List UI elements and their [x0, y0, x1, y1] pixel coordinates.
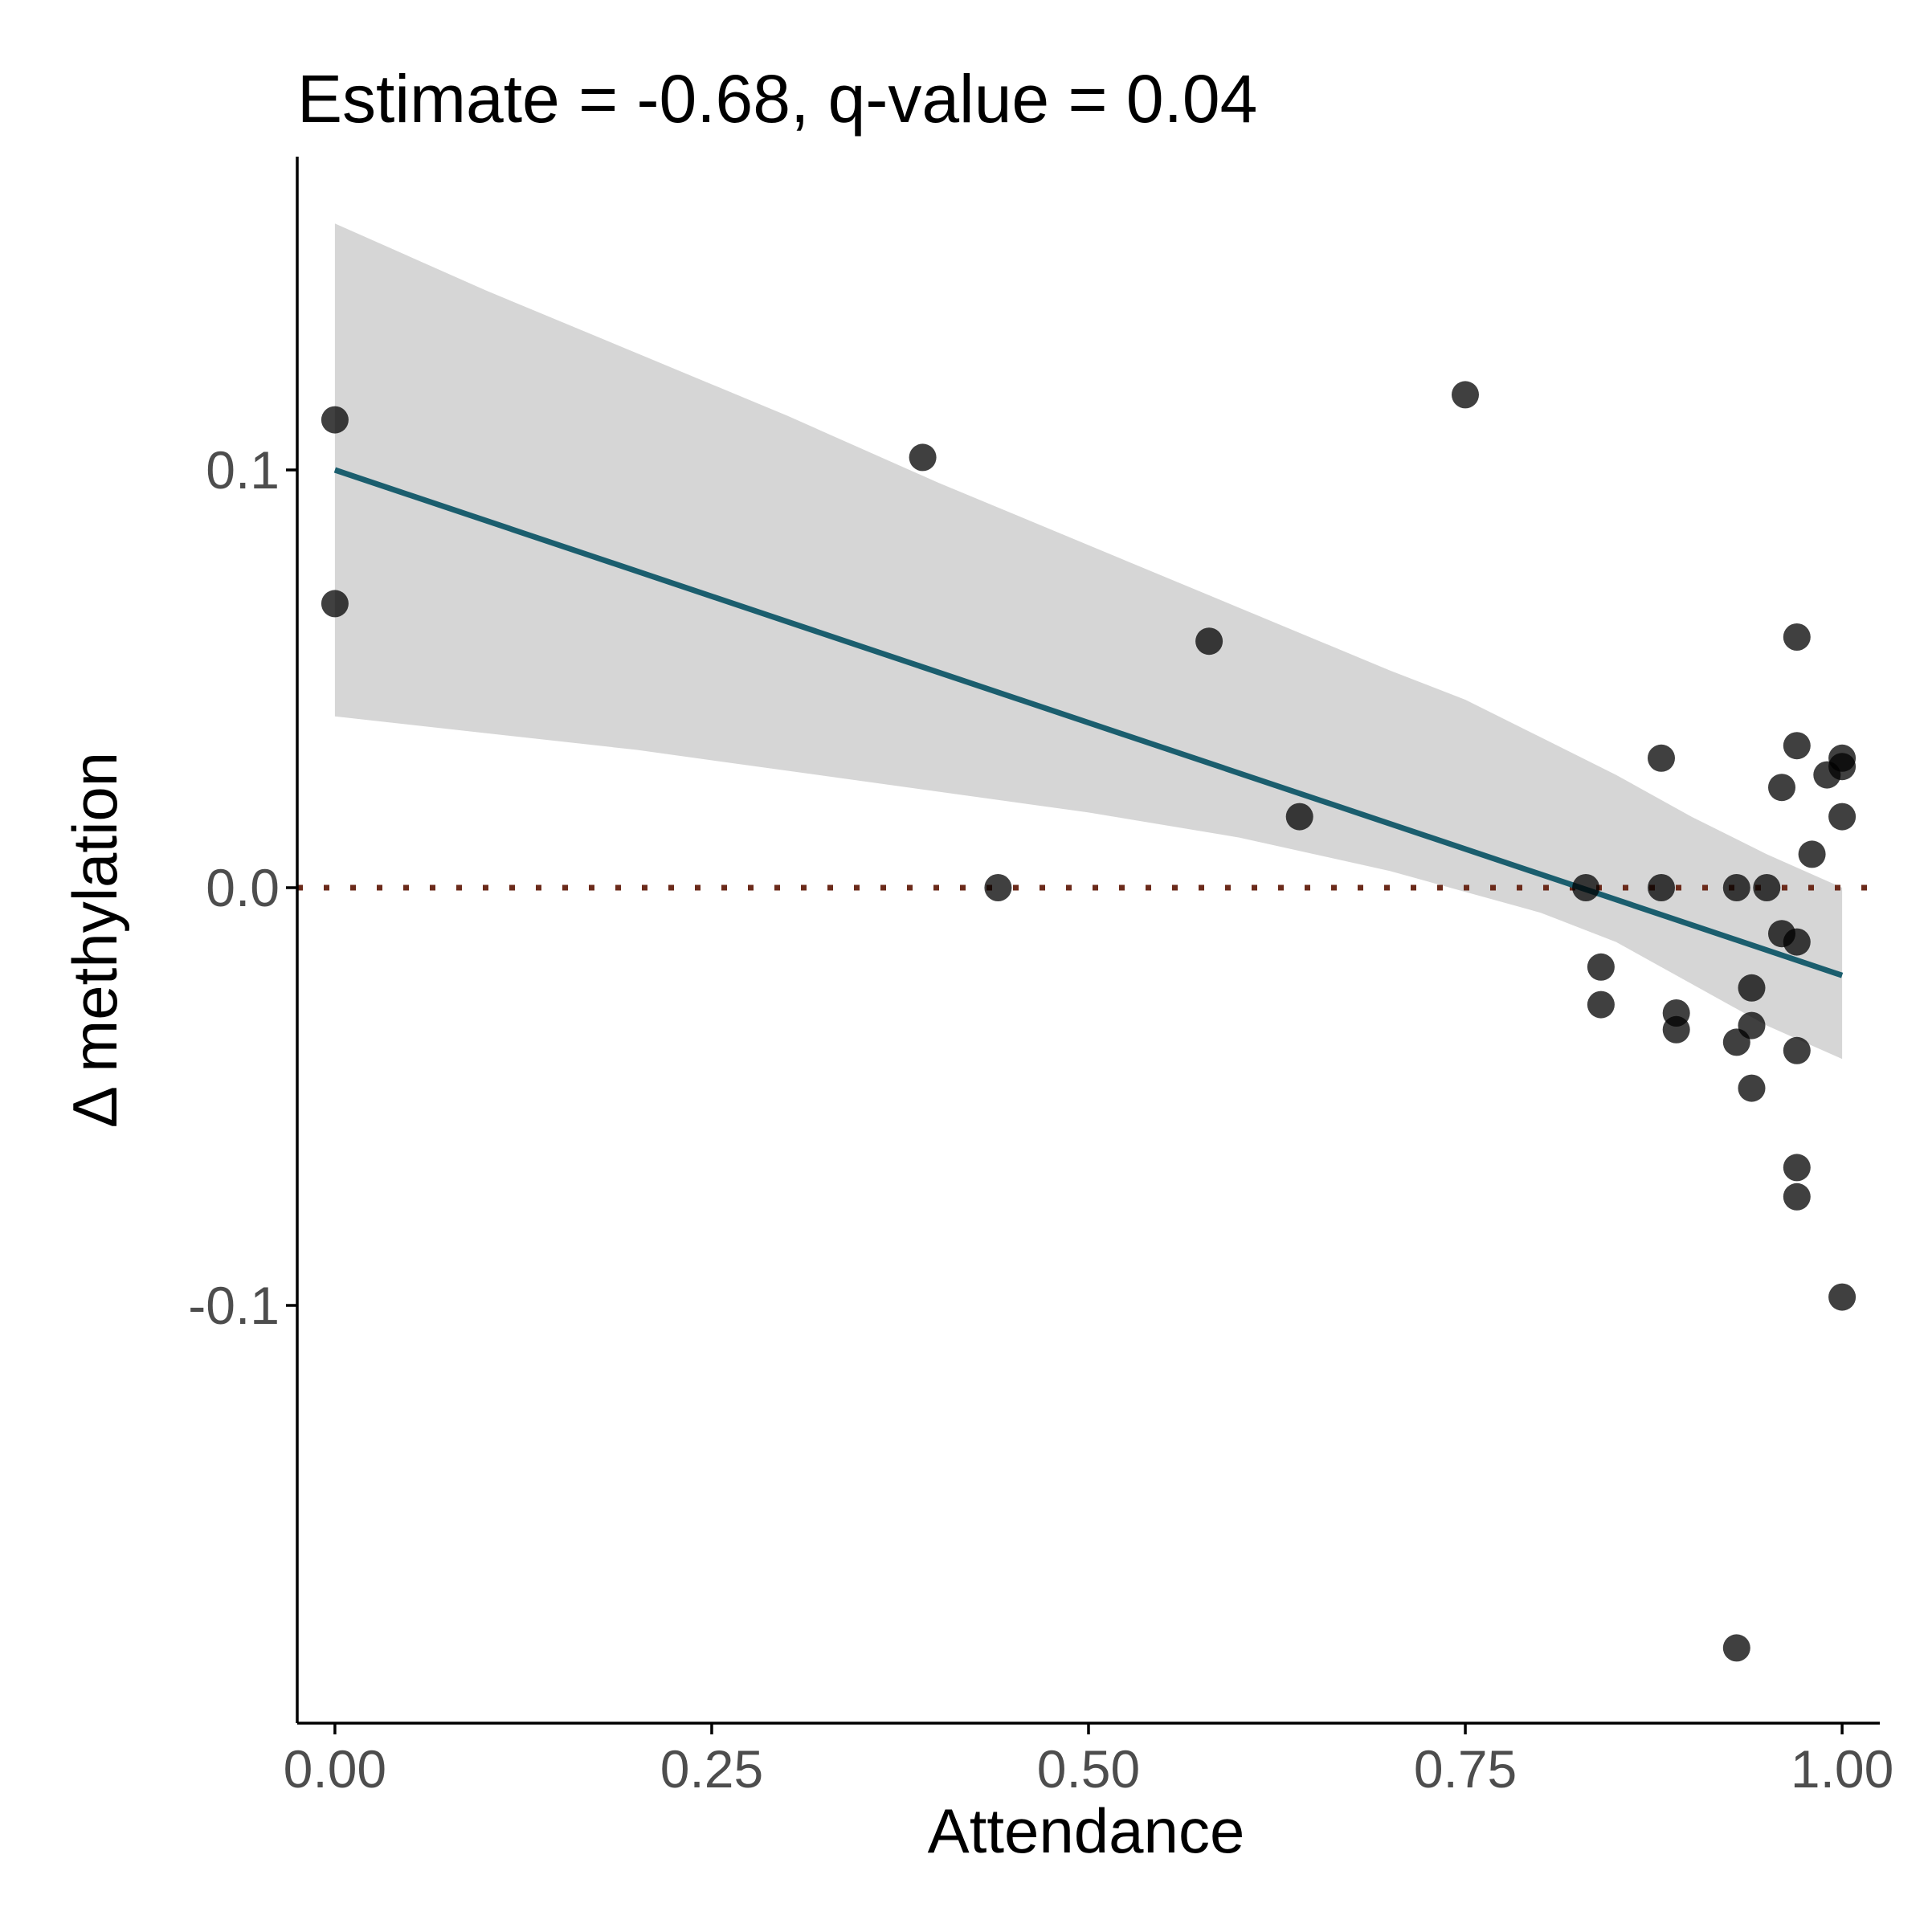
x-tick-label-4: 1.00 [1791, 1739, 1893, 1799]
data-point-1 [321, 590, 349, 618]
data-point-27 [1783, 1154, 1811, 1182]
x-tick-label-0: 0.00 [284, 1739, 386, 1799]
data-point-21 [1768, 774, 1795, 802]
data-point-5 [1285, 803, 1313, 831]
chart-title: Estimate = -0.68, q-value = 0.04 [297, 61, 1257, 137]
data-point-8 [1587, 953, 1615, 981]
data-point-11 [1648, 874, 1675, 901]
x-tick-label-1: 0.25 [660, 1739, 763, 1799]
data-point-10 [1648, 744, 1675, 772]
data-point-32 [1828, 753, 1857, 781]
data-point-4 [1195, 627, 1223, 656]
confidence-band [334, 223, 1843, 1060]
data-point-34 [1828, 1283, 1857, 1311]
data-point-0 [321, 406, 349, 434]
x-axis-title: Attendance [928, 1795, 1245, 1866]
plot-area: 0.00 0.25 0.50 0.75 1.00 0.1 0.0 -0.1 [188, 157, 1893, 1799]
data-point-19 [1738, 1074, 1766, 1102]
y-axis-title: Δ methylation [59, 752, 130, 1128]
data-point-17 [1738, 974, 1766, 1002]
data-point-28 [1783, 1182, 1811, 1211]
y-tick-label-1: 0.0 [206, 858, 280, 917]
data-point-16 [1722, 1634, 1750, 1662]
data-point-13 [1662, 1015, 1690, 1044]
data-point-33 [1828, 803, 1857, 831]
x-tick-label-3: 0.75 [1414, 1739, 1517, 1799]
data-point-23 [1783, 623, 1811, 651]
x-tick-label-2: 0.50 [1037, 1739, 1140, 1799]
data-point-2 [909, 443, 937, 472]
data-point-18 [1738, 1011, 1766, 1040]
data-point-14 [1722, 874, 1750, 901]
data-point-9 [1587, 991, 1615, 1019]
data-point-20 [1753, 874, 1781, 901]
y-tick-label-0: 0.1 [206, 440, 280, 500]
data-point-26 [1783, 1036, 1811, 1064]
data-point-29 [1798, 840, 1826, 868]
data-point-7 [1572, 874, 1600, 901]
data-point-3 [984, 874, 1012, 901]
data-point-24 [1783, 732, 1811, 760]
data-point-25 [1783, 928, 1811, 956]
y-tick-label-2: -0.1 [188, 1276, 280, 1335]
data-point-6 [1452, 381, 1479, 409]
